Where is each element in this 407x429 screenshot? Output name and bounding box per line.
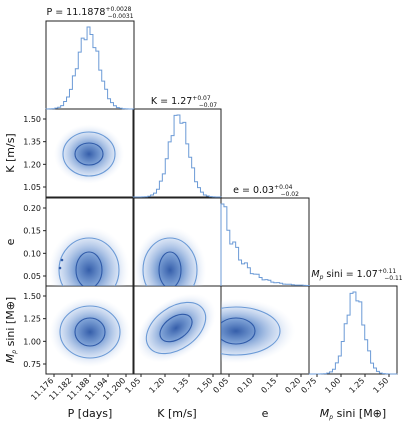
y-tick-label-Mpsini: 1.25 [23,315,41,324]
panel-frame [132,108,222,198]
contour-inner [158,251,182,286]
panel-frame [45,108,135,198]
contour-inner [74,317,106,347]
histogram-P [45,26,135,110]
x-axis-label-e: e [262,407,269,420]
contour-outer [145,301,207,355]
histogram-e [220,203,310,287]
y-axis-label-e: e [4,238,17,245]
contour-outer [221,306,281,356]
histogram-K [132,114,222,198]
x-tick-label-e: 0.15 [259,376,278,395]
y-tick-label-K: 1.50 [23,115,41,124]
density-P-e [48,226,130,286]
density-P-Mpsini [49,296,131,368]
x-tick-label-e: 0.05 [211,376,230,395]
contour-inner [221,317,256,345]
y-axis-label-Mpsini: Mp sini [M⊕] [4,297,18,363]
y-tick-label-e: 0.05 [23,272,41,281]
y-tick-label-Mpsini: 1.50 [23,292,41,301]
x-tick-label-K: 1.35 [171,376,190,395]
histogram-Mpsini [309,291,398,375]
y-tick-label-Mpsini: 0.75 [23,360,41,369]
y-tick-label-Mpsini: 1.00 [23,337,41,346]
x-axis-label-K: K [m/s] [157,407,196,420]
y-tick-label-e: 0.15 [23,227,41,236]
x-tick-label-Mpsini: 0.75 [299,376,318,395]
title-e: e = 0.03+0.04 −0.02 [233,184,299,198]
y-axis-label-K: K [m/s] [4,133,17,172]
density-K-Mpsini [136,293,216,363]
contour-outer [142,237,198,286]
density-K-e [133,226,207,286]
contour-inner [159,313,193,343]
x-tick-label-Mpsini: 1.00 [323,376,342,395]
contour-inner [75,251,103,286]
y-tick-label-e: 0.20 [23,204,41,213]
contour-inner [74,142,104,166]
x-tick-label-e: 0.10 [235,376,254,395]
x-axis-label-Mpsini: Mp sini [M⊕] [320,407,386,421]
contour-outer [62,131,116,177]
x-tick-label-Mpsini: 1.25 [347,376,366,395]
x-tick-label-K: 1.05 [123,376,142,395]
density-e-Mpsini [221,298,296,364]
title-Mpsini: Mp sini = 1.07+0.11 −0.11 [311,268,402,282]
x-tick-label-K: 1.50 [195,376,214,395]
y-tick-label-e: 0.10 [23,249,41,258]
y-tick-label-K: 1.20 [23,160,41,169]
title-P: P = 11.1878+0.0028 −0.0031 [46,6,133,20]
contour-outer [58,237,120,286]
panel-frame [308,285,398,375]
x-tick-label-K: 1.20 [147,376,166,395]
y-tick-label-K: 1.35 [23,138,41,147]
y-tick-label-K: 1.05 [23,183,41,192]
title-K: K = 1.27+0.07 −0.07 [151,95,217,109]
x-tick-label-Mpsini: 1.50 [371,376,390,395]
contour-outer [59,305,121,359]
x-axis-label-P: P [days] [68,407,113,420]
x-tick-label-e: 0.20 [283,376,302,395]
density-P-K [53,124,125,184]
